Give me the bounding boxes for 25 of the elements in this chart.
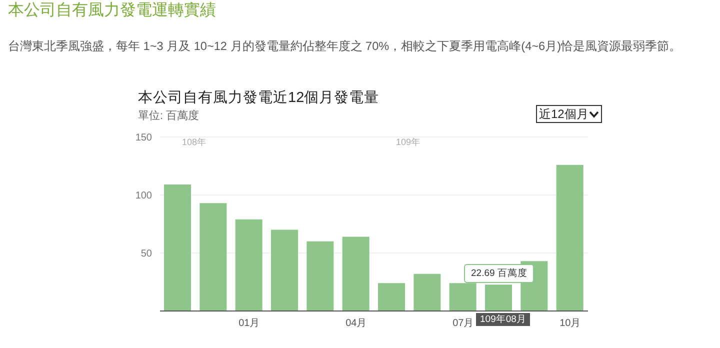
y-tick-label: 100	[135, 190, 152, 202]
text: 109年08月	[476, 313, 530, 326]
bar	[556, 164, 584, 311]
chart-title: 本公司自有風力發電運轉實績	[8, 0, 216, 21]
chart-subtitle: 台灣東北季風強盛，每年 1~3 月及 10~12 月的發電量約佔整年度之 70%，相較之下夏季用電高峰(4~6月)恰是風資源最弱季節。	[8, 39, 682, 55]
period-select: 近12個月	[536, 105, 602, 123]
x-tick-label: 01月	[238, 318, 260, 330]
bar	[164, 184, 191, 311]
annotation: 109年	[396, 136, 420, 149]
y-tick-label: 150	[135, 132, 152, 144]
bar	[235, 219, 262, 311]
annotation: 108年	[182, 136, 206, 149]
bar	[306, 241, 334, 311]
x-tick-label: 10月	[560, 318, 581, 330]
annotation: 22.69 百萬度	[464, 264, 534, 283]
y-tick-label: 50	[140, 248, 152, 260]
text: 本公司自有風力發電近12個月發電量	[138, 89, 380, 107]
x-tick-label: 07月	[452, 318, 474, 330]
bar	[378, 283, 405, 311]
bar	[414, 274, 441, 311]
bar	[200, 203, 227, 311]
bar	[271, 230, 298, 311]
y-axis-title: 單位: 百萬度	[138, 108, 200, 123]
x-tick-label: 04月	[346, 318, 367, 330]
bar	[342, 236, 370, 311]
